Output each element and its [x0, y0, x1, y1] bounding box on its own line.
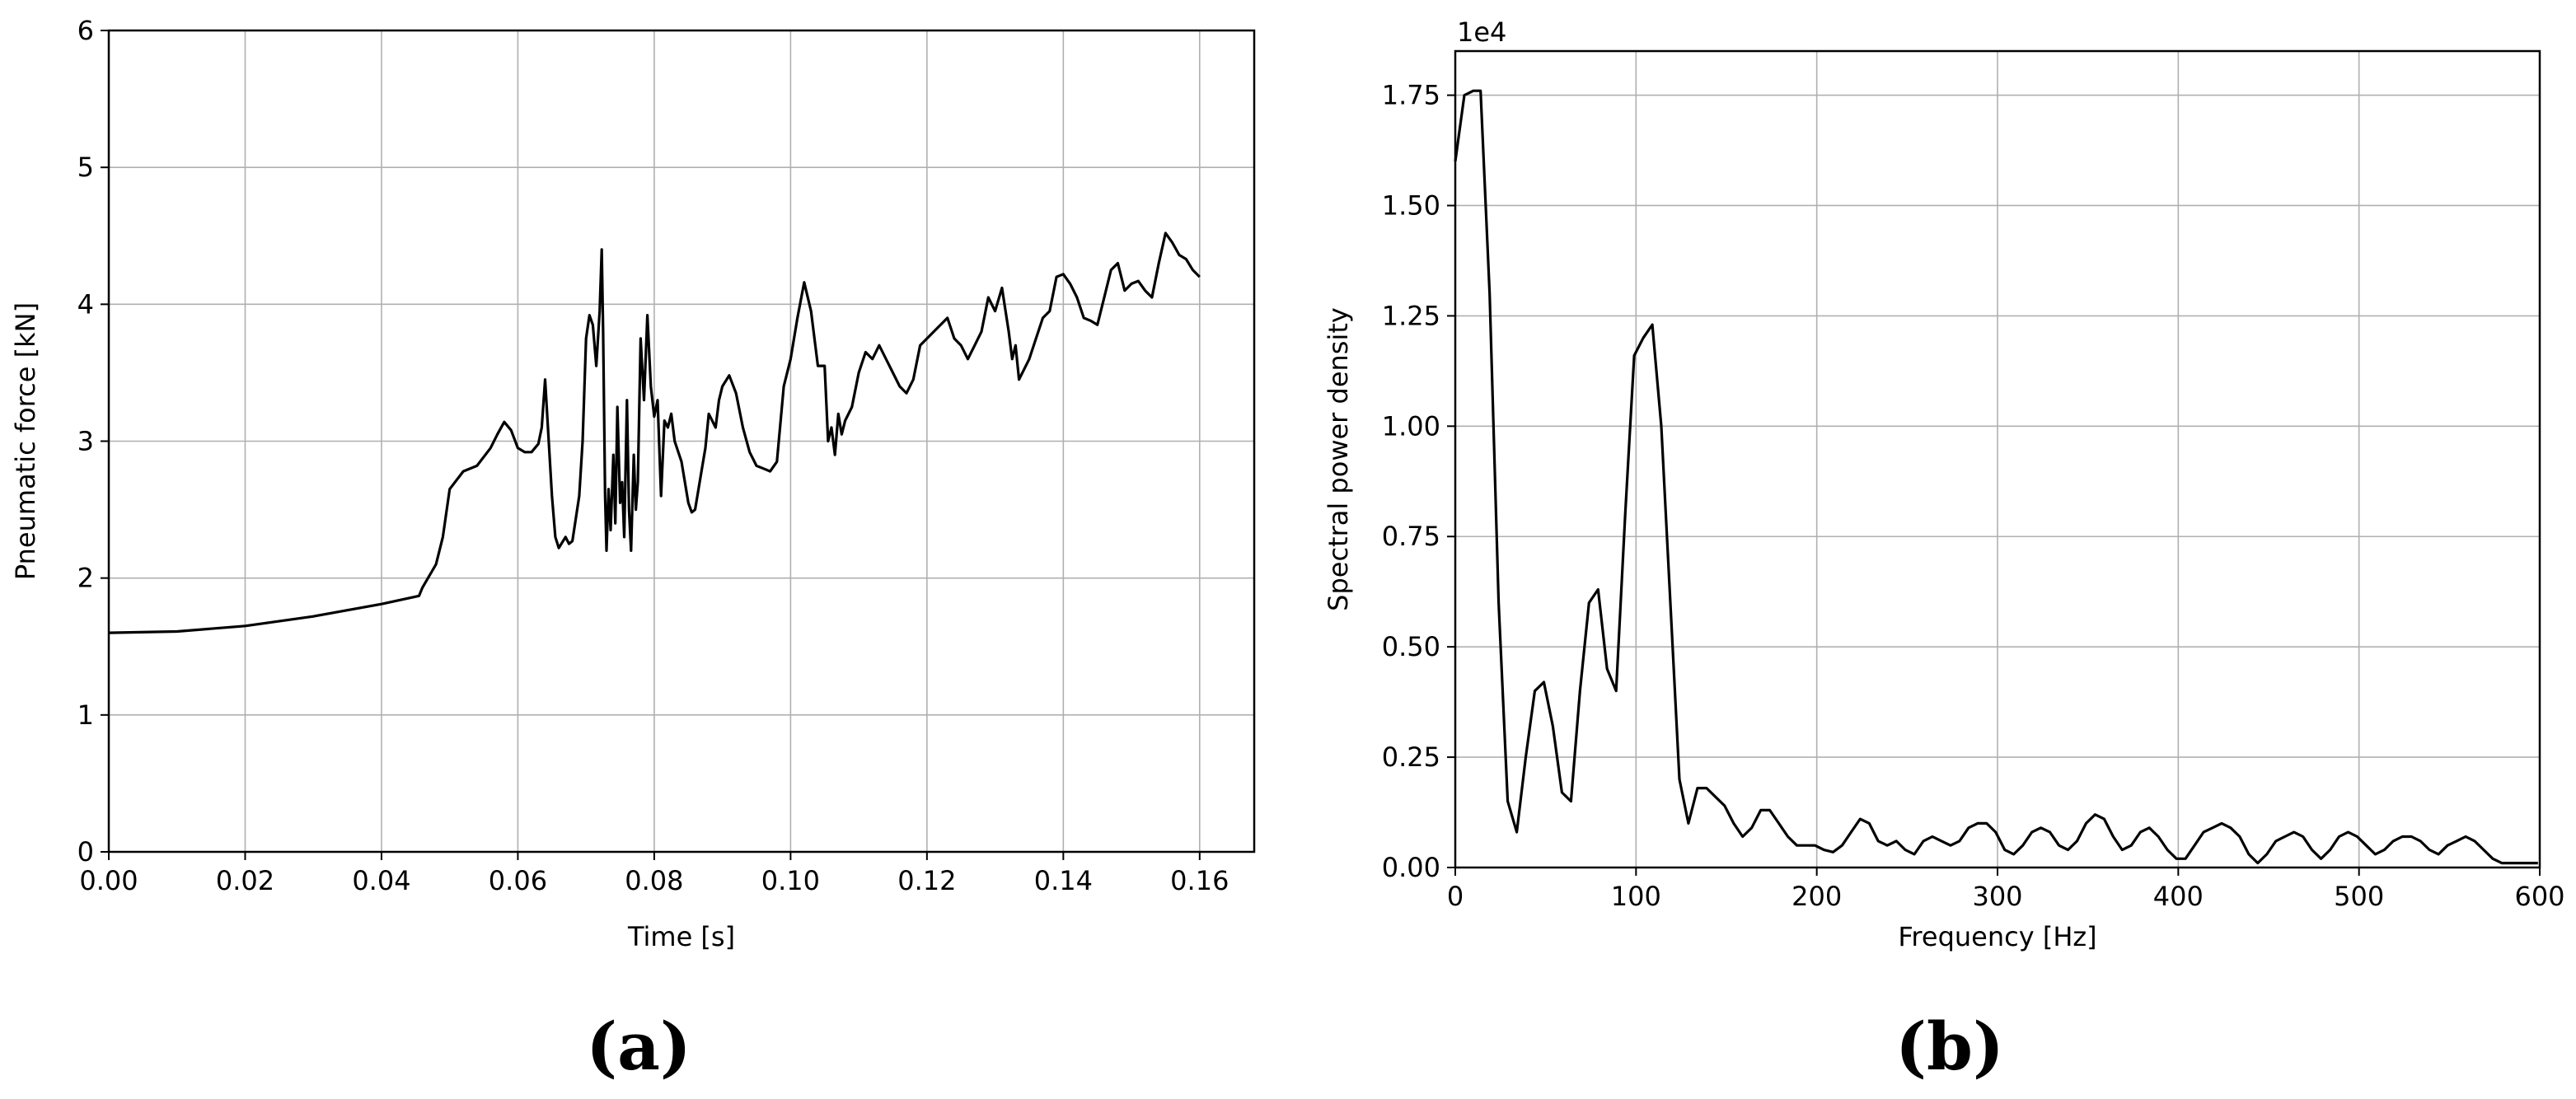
y-tick-label: 1.25	[1382, 300, 1440, 331]
y-tick-label: 1.75	[1382, 80, 1440, 111]
x-tick-label: 0.06	[489, 865, 547, 896]
x-tick-label: 0	[1447, 881, 1464, 912]
chart-a-panel-label: (a)	[586, 1008, 691, 1085]
x-tick-label: 0.12	[897, 865, 956, 896]
y-tick-label: 0	[77, 836, 94, 868]
chart-b-series-line	[1454, 89, 2538, 865]
chart-b-y-axis-label: Spectral power density	[1323, 307, 1354, 611]
x-tick-label: 0.04	[352, 865, 410, 896]
chart-a-x-axis-label: Time [s]	[627, 921, 735, 952]
x-tick-label: 400	[2153, 881, 2204, 912]
y-tick-label: 0.25	[1382, 741, 1440, 773]
x-tick-label: 500	[2334, 881, 2384, 912]
x-tick-label: 0.00	[79, 865, 138, 896]
chart-b-ticks: 0 100 200 300 400 500 600 0.00 0.25 0.50 0.75 1.00 1…	[1382, 80, 2565, 912]
chart-b-grid	[1454, 51, 2541, 868]
y-tick-label: 6	[77, 15, 94, 46]
chart-b-frame	[1454, 49, 2541, 869]
y-tick-label: 1.00	[1382, 410, 1440, 442]
x-tick-label: 0.16	[1170, 865, 1229, 896]
x-tick-label: 300	[1972, 881, 2022, 912]
x-tick-label: 0.08	[625, 865, 683, 896]
y-tick-label: 2	[77, 563, 94, 594]
y-tick-label: 1	[77, 699, 94, 731]
x-tick-label: 200	[1791, 881, 1842, 912]
chart-a-frame	[107, 29, 1256, 853]
x-tick-label: 600	[2514, 881, 2564, 912]
chart-b-x-axis-label: Frequency [Hz]	[1898, 921, 2096, 952]
y-tick-label: 0.50	[1382, 631, 1440, 662]
chart-a-series-line	[108, 231, 1201, 634]
chart-b-offset-text: 1e4	[1457, 16, 1506, 48]
chart-a-ticks: 0.00 0.02 0.04 0.06 0.08 0.10 0.12 0.14 0.16 0 1 2 3…	[77, 15, 1229, 896]
y-tick-label: 4	[77, 288, 94, 320]
x-tick-label: 100	[1611, 881, 1661, 912]
chart-a-grid	[108, 30, 1254, 853]
y-tick-label: 5	[77, 152, 94, 183]
chart-a: 0.00 0.02 0.04 0.06 0.08 0.10 0.12 0.14 0.16 0 1 2 3…	[10, 15, 1256, 1085]
chart-a-y-axis-label: Pneumatic force [kN]	[10, 302, 41, 580]
chart-b: 0 100 200 300 400 500 600 0.00 0.25 0.50 0.75 1.00 1…	[1323, 16, 2565, 1085]
x-tick-label: 0.10	[761, 865, 820, 896]
y-tick-label: 1.50	[1382, 189, 1440, 221]
x-tick-label: 0.14	[1034, 865, 1093, 896]
y-tick-label: 3	[77, 426, 94, 457]
chart-b-panel-label: (b)	[1895, 1008, 2004, 1085]
y-tick-label: 0.00	[1382, 852, 1440, 883]
y-tick-label: 0.75	[1382, 521, 1440, 552]
x-tick-label: 0.02	[216, 865, 274, 896]
